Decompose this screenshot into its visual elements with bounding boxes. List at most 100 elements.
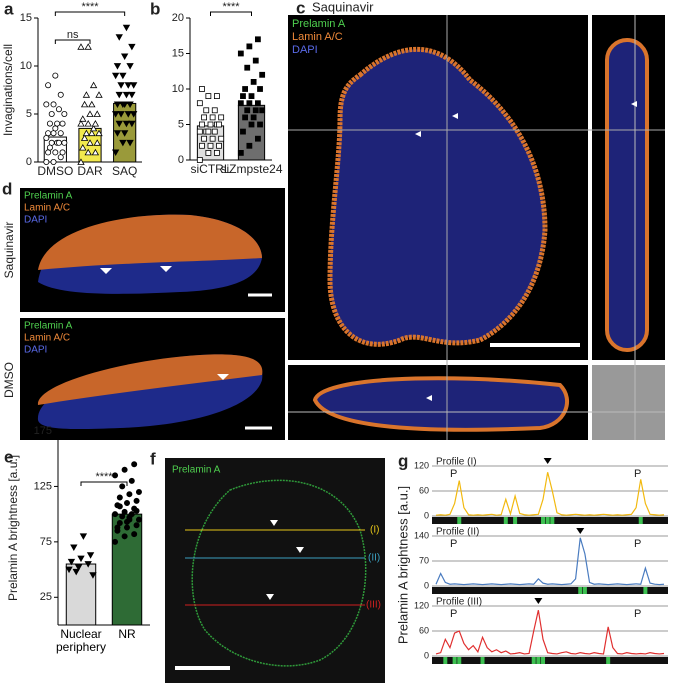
point (48, 139, 55, 146)
point (88, 100, 96, 108)
point (126, 101, 134, 109)
point (135, 516, 142, 523)
annotation: P (450, 538, 457, 550)
point (199, 121, 205, 128)
panel-label: g (398, 451, 408, 470)
point (250, 114, 257, 121)
point (129, 82, 138, 89)
x-label-box: NR (118, 628, 135, 641)
point (70, 544, 78, 552)
point (213, 149, 220, 156)
line-label: (II) (368, 553, 380, 564)
y-tick-label: 5 (178, 118, 184, 130)
point (111, 149, 120, 157)
point (82, 91, 91, 98)
point (246, 100, 253, 107)
point (126, 63, 134, 70)
annotation: P (450, 608, 457, 620)
point (86, 139, 94, 146)
point (120, 53, 129, 61)
x-tick-label: siZmpste24 (220, 162, 282, 176)
significance-label: **** (222, 1, 240, 13)
image-title: Prelamin A (172, 465, 221, 476)
legend-text: DAPI (24, 345, 47, 356)
point (113, 63, 122, 70)
legend-text: DAPI (292, 44, 318, 56)
significance-label: ns (67, 29, 79, 41)
point (126, 139, 134, 147)
point (126, 514, 133, 521)
y-tick-label: 125 (34, 480, 52, 492)
point (116, 520, 123, 527)
image-d (20, 188, 285, 440)
y-tick-label: 25 (40, 591, 52, 603)
point (93, 139, 101, 146)
line (435, 472, 665, 517)
peak-marker (543, 458, 552, 464)
point (248, 93, 255, 99)
point (116, 494, 123, 501)
y-tick-label: 0 (424, 580, 429, 590)
panel-label: b (150, 0, 160, 18)
point (111, 72, 120, 80)
y-axis-label: Prelamin A brightness [a.u.] (395, 486, 410, 644)
point (79, 143, 87, 151)
legend-text: DAPI (24, 215, 47, 226)
x-label-box: Nuclear periphery (55, 628, 107, 654)
peak-marker (534, 598, 543, 604)
profile-title: Profile (I) (436, 457, 477, 468)
x-tick-label: Nuclear periphery (55, 628, 107, 654)
strip-mark (541, 657, 546, 664)
y-tick-label: 0 (178, 154, 184, 166)
point (237, 50, 244, 57)
point (119, 139, 127, 147)
point (112, 472, 119, 479)
point (196, 128, 203, 135)
point (79, 533, 88, 540)
point (91, 148, 100, 156)
point (77, 43, 85, 50)
point (242, 114, 249, 121)
point (114, 524, 121, 531)
point (254, 135, 261, 142)
y-tick-label: 120 (414, 600, 429, 610)
bracket (80, 481, 128, 486)
y-tick-label: 10 (20, 60, 32, 72)
y-tick-label: 15 (172, 47, 184, 59)
point (240, 93, 246, 99)
point (86, 110, 94, 117)
point (203, 107, 210, 114)
point (128, 91, 136, 99)
y-axis-label: Invaginations/cell (1, 44, 15, 136)
peak-marker (576, 528, 585, 534)
point (237, 149, 244, 156)
y-tick-label: 120 (414, 460, 429, 470)
point (218, 114, 225, 121)
point (196, 100, 203, 107)
strip-mark (480, 657, 485, 664)
point (89, 124, 98, 132)
point (252, 57, 259, 64)
point (205, 149, 212, 156)
legend-text: Prelamin A (24, 191, 73, 202)
legend-text: Lamin A/C (24, 203, 70, 214)
point (250, 79, 257, 85)
line-label: (I) (370, 525, 379, 536)
point (93, 110, 101, 117)
point (72, 568, 80, 576)
annotation: P (450, 468, 457, 480)
point (95, 91, 103, 98)
point (246, 142, 253, 149)
y-tick-label: 140 (414, 530, 429, 540)
point (112, 511, 119, 518)
point (244, 64, 251, 71)
legend-text: Prelamin A (292, 18, 346, 30)
strip-mark (550, 517, 555, 524)
point (82, 129, 91, 137)
panel-label: e (4, 447, 13, 466)
point (59, 149, 66, 156)
panel-label: a (4, 0, 14, 18)
x-tick-label: siCTRL (190, 162, 230, 176)
point (209, 135, 216, 142)
